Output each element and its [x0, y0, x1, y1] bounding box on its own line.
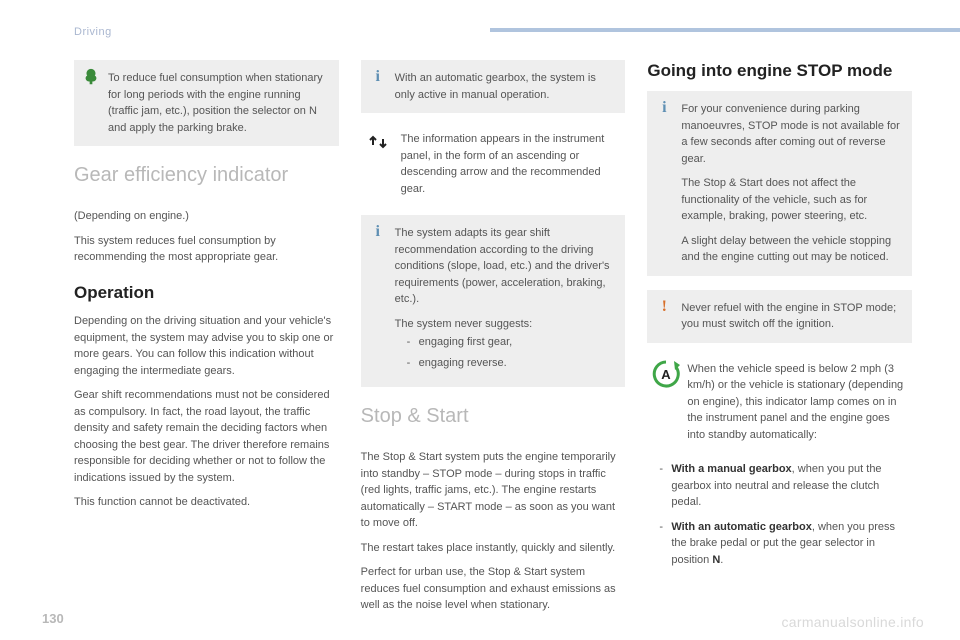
column-1: To reduce fuel consumption when stationa…: [74, 60, 339, 622]
gearbox-conditions-list: With a manual gearbox, when you put the …: [647, 461, 912, 568]
svg-text:A: A: [662, 367, 672, 382]
header-accent-bar: [490, 28, 960, 32]
info-icon: i: [369, 68, 387, 86]
info-icon: i: [655, 99, 673, 117]
gear-arrow-icon: [365, 129, 393, 157]
instrument-panel-text: The information appears in the instrumen…: [401, 133, 605, 195]
adapt-text-2: The system never suggests:: [395, 316, 616, 333]
auto-gearbox-text: With an automatic gearbox, the system is…: [395, 72, 596, 101]
watermark: carmanualsonline.info: [782, 614, 925, 630]
info-icon: i: [369, 223, 387, 241]
warning-box: ! Never refuel with the engine in STOP m…: [647, 290, 912, 343]
heading-gear-indicator: Gear efficiency indicator: [74, 160, 339, 190]
instrument-panel-note: The information appears in the instrumen…: [361, 127, 626, 201]
manual-gearbox-label: With a manual gearbox: [671, 463, 791, 475]
heading-stop-start: Stop & Start: [361, 401, 626, 431]
operation-p3: This function cannot be deactivated.: [74, 494, 339, 511]
eco-tip-text: To reduce fuel consumption when stationa…: [108, 72, 323, 134]
indicator-text: When the vehicle speed is below 2 mph (3…: [687, 363, 903, 441]
indicator-note: A When the vehicle speed is below 2 mph …: [647, 357, 912, 448]
stopstart-p2: The restart takes place instantly, quick…: [361, 540, 626, 557]
gear-intro: This system reduces fuel consumption by …: [74, 233, 339, 266]
conv-p3: A slight delay between the vehicle stopp…: [681, 233, 902, 266]
adapt-info-box: i The system adapts its gear shift recom…: [361, 215, 626, 387]
heading-stop-mode: Going into engine STOP mode: [647, 60, 912, 81]
convenience-box: i For your convenience during parking ma…: [647, 91, 912, 276]
depending-note: (Depending on engine.): [74, 208, 339, 225]
never-suggests-list: engaging first gear, engaging reverse.: [395, 334, 616, 371]
conv-p1: For your convenience during parking mano…: [681, 101, 902, 167]
page-number: 130: [42, 611, 64, 626]
operation-p2: Gear shift recommendations must not be c…: [74, 387, 339, 486]
period: .: [720, 554, 723, 566]
warning-text: Never refuel with the engine in STOP mod…: [681, 302, 896, 331]
column-2: i With an automatic gearbox, the system …: [361, 60, 626, 622]
adapt-text-1: The system adapts its gear shift recomme…: [395, 225, 616, 308]
stopstart-p1: The Stop & Start system puts the engine …: [361, 449, 626, 532]
auto-gearbox-label: With an automatic gearbox: [671, 521, 811, 533]
section-label: Driving: [74, 26, 112, 38]
list-item: engaging reverse.: [407, 355, 616, 372]
warning-icon: !: [655, 298, 673, 316]
eco-tip-box: To reduce fuel consumption when stationa…: [74, 60, 339, 146]
heading-operation: Operation: [74, 280, 339, 306]
auto-gearbox-info: i With an automatic gearbox, the system …: [361, 60, 626, 113]
list-item: engaging first gear,: [407, 334, 616, 351]
tree-icon: [82, 68, 100, 86]
conv-p2: The Stop & Start does not affect the fun…: [681, 175, 902, 225]
column-3: Going into engine STOP mode i For your c…: [647, 60, 912, 622]
manual-page: Driving To reduce fuel consumption when …: [0, 0, 960, 640]
a-indicator-icon: A: [651, 359, 679, 387]
list-item: With a manual gearbox, when you put the …: [659, 461, 912, 511]
stopstart-p3: Perfect for urban use, the Stop & Start …: [361, 564, 626, 614]
list-item: With an automatic gearbox, when you pres…: [659, 519, 912, 569]
content-columns: To reduce fuel consumption when stationa…: [74, 60, 912, 622]
operation-p1: Depending on the driving situation and y…: [74, 313, 339, 379]
